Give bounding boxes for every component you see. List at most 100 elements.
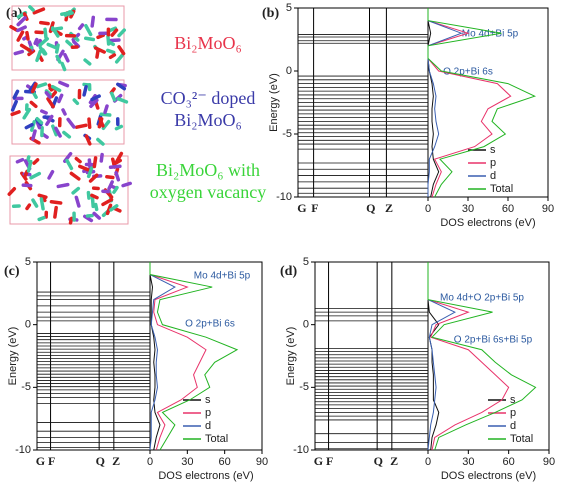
atom-bond bbox=[63, 52, 70, 63]
atom-bond bbox=[24, 122, 34, 130]
atom-bond bbox=[37, 215, 46, 222]
atom-bond bbox=[62, 130, 72, 139]
x-tick-label: 60 bbox=[503, 456, 515, 468]
atom-bond bbox=[25, 30, 30, 41]
legend-label: s bbox=[510, 394, 516, 406]
unit-cell bbox=[11, 79, 125, 145]
atom-bond bbox=[51, 124, 58, 137]
atom-bond bbox=[43, 27, 48, 40]
atom-bond bbox=[74, 156, 82, 164]
plot-frame bbox=[314, 261, 550, 451]
atom-bond bbox=[38, 45, 47, 56]
atom-bond bbox=[39, 197, 45, 211]
atom-bond bbox=[99, 152, 104, 163]
dos-curve bbox=[427, 262, 440, 451]
atom-bond bbox=[101, 197, 114, 207]
y-tick-label: 0 bbox=[303, 319, 309, 331]
legend-label: p bbox=[490, 157, 496, 169]
atom-bond bbox=[58, 80, 70, 88]
legend-label: d bbox=[490, 170, 496, 182]
structure-caption: CO₃²⁻ doped bbox=[161, 88, 256, 108]
atom-bond bbox=[89, 98, 99, 108]
annotation: Mo 4d+Bi 5p bbox=[462, 29, 519, 40]
y-axis-label: Energy (eV) bbox=[285, 327, 297, 386]
y-tick-label: -5 bbox=[282, 128, 292, 140]
x-tick-label: 90 bbox=[256, 456, 268, 468]
atom-bond bbox=[40, 195, 47, 203]
x-tick-label: 90 bbox=[542, 203, 554, 215]
x-tick-label: 30 bbox=[462, 203, 474, 215]
kpoint-label: Z bbox=[390, 454, 398, 468]
atom-bond bbox=[46, 97, 55, 109]
x-tick-label: 30 bbox=[462, 456, 474, 468]
x-tick-label: 60 bbox=[219, 456, 231, 468]
atom-bond bbox=[26, 159, 33, 173]
atom-bond bbox=[107, 40, 116, 47]
atom-bond bbox=[109, 204, 119, 212]
atom-bond bbox=[72, 98, 80, 106]
atom-bond bbox=[74, 195, 81, 208]
atom-bond bbox=[90, 193, 99, 200]
x-tick-label: 0 bbox=[147, 456, 153, 468]
atom-bond bbox=[121, 181, 132, 188]
kpoint-label: G bbox=[297, 201, 306, 215]
legend-label: s bbox=[490, 144, 496, 156]
atom-bond bbox=[82, 85, 88, 97]
atom-bond bbox=[68, 216, 74, 225]
atom-bond bbox=[84, 23, 93, 37]
atom-bond bbox=[35, 49, 42, 63]
atom-bond bbox=[103, 104, 109, 115]
atom-bond bbox=[35, 82, 48, 89]
atom-bond bbox=[16, 25, 27, 33]
kpoint-label: F bbox=[311, 201, 318, 215]
y-tick-label: -10 bbox=[276, 191, 292, 203]
annotation: O 2p+Bi 6s bbox=[185, 319, 235, 330]
atom-bond bbox=[10, 99, 18, 112]
atom-bond bbox=[25, 203, 32, 211]
kpoint-label: Q bbox=[366, 201, 375, 215]
atom-bond bbox=[50, 84, 62, 93]
atom-bond bbox=[83, 214, 94, 223]
dos-curve bbox=[427, 8, 537, 198]
x-axis-label: DOS electrons (eV) bbox=[441, 470, 536, 482]
atom-bond bbox=[38, 54, 44, 62]
atom-bond bbox=[49, 200, 63, 205]
atom-bond bbox=[31, 198, 39, 208]
kpoint-label: Z bbox=[112, 454, 120, 468]
atom-bond bbox=[77, 23, 85, 31]
atom-bond bbox=[112, 158, 122, 166]
kpoint-label: F bbox=[326, 454, 333, 468]
atom-bond bbox=[31, 90, 38, 99]
atom-bond bbox=[36, 38, 42, 47]
atom-bond bbox=[12, 89, 20, 100]
atom-bond bbox=[57, 93, 64, 104]
x-tick-label: 30 bbox=[181, 456, 193, 468]
atom-bond bbox=[116, 97, 129, 104]
atom-bond bbox=[47, 83, 54, 92]
atom-bond bbox=[114, 124, 124, 131]
atom-bond bbox=[116, 82, 127, 91]
y-tick-label: 0 bbox=[286, 65, 292, 77]
atom-bond bbox=[55, 54, 62, 64]
y-tick-label: -5 bbox=[299, 381, 309, 393]
x-tick-label: 60 bbox=[502, 203, 514, 215]
annotation: Mo 4d+Bi 5p bbox=[194, 271, 251, 282]
atom-bond bbox=[44, 90, 52, 99]
y-tick-label: -10 bbox=[293, 444, 309, 456]
atom-bond bbox=[93, 46, 106, 54]
atom-bond bbox=[112, 185, 119, 194]
x-axis-label: DOS electrons (eV) bbox=[158, 470, 253, 482]
dos-curve bbox=[427, 262, 510, 451]
legend-label: p bbox=[205, 407, 211, 419]
atom-bond bbox=[10, 110, 21, 117]
atom-bond bbox=[13, 49, 25, 56]
atom-bond bbox=[83, 36, 96, 42]
atom-bond bbox=[65, 158, 74, 171]
y-tick-label: 5 bbox=[286, 2, 292, 14]
atom-bond bbox=[109, 91, 117, 102]
atom-bond bbox=[40, 109, 48, 115]
atom-bond bbox=[82, 82, 91, 87]
atom-bond bbox=[83, 58, 92, 66]
atom-bond bbox=[60, 61, 67, 72]
